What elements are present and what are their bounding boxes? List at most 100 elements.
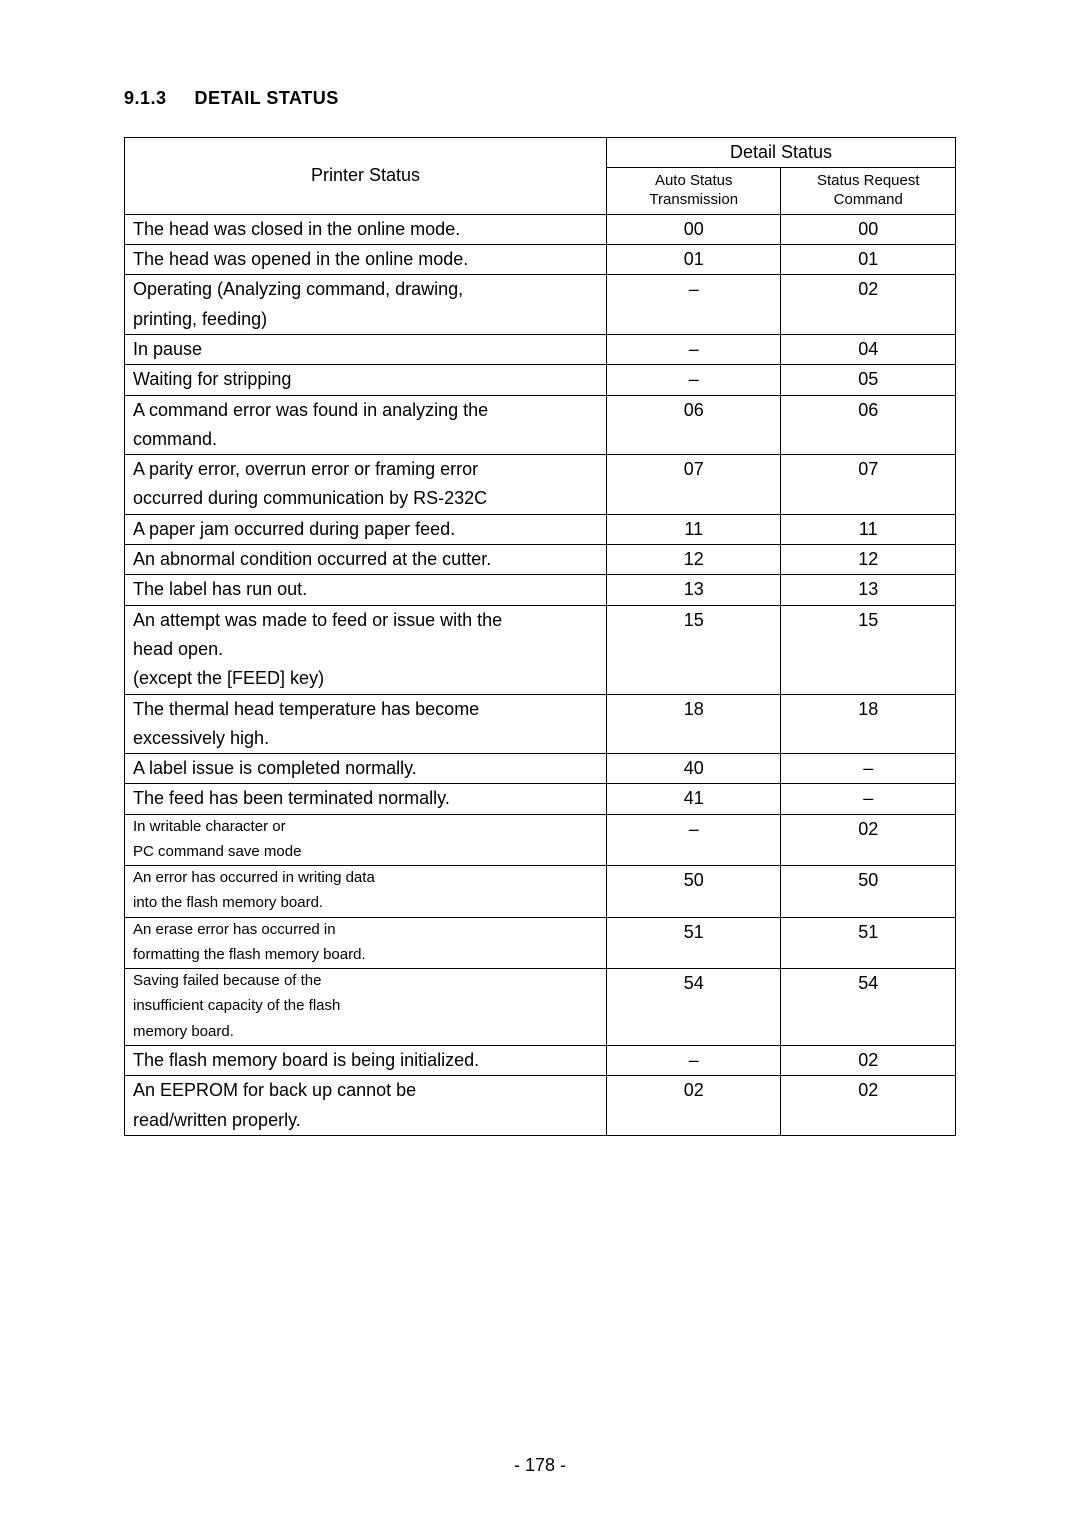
cell-status-request: – — [781, 784, 956, 814]
table-row: The label has run out.1313 — [125, 575, 956, 605]
detail-status-table: Printer Status Detail Status Auto Status… — [124, 137, 956, 1136]
cell-auto-status: 11 — [606, 514, 781, 544]
cell-printer-status: The label has run out. — [125, 575, 607, 605]
table-row: An attempt was made to feed or issue wit… — [125, 605, 956, 635]
cell-printer-status: The head was closed in the online mode. — [125, 214, 607, 244]
table-row: In pause–04 — [125, 334, 956, 364]
cell-printer-status: The head was opened in the online mode. — [125, 245, 607, 275]
cell-printer-status: An attempt was made to feed or issue wit… — [125, 605, 607, 635]
cell-auto-status: 18 — [606, 694, 781, 754]
cell-printer-status: excessively high. — [125, 724, 607, 754]
cell-auto-status: 41 — [606, 784, 781, 814]
cell-auto-status: 00 — [606, 214, 781, 244]
cell-printer-status: occurred during communication by RS-232C — [125, 484, 607, 514]
table-header-row: Printer Status Detail Status — [125, 138, 956, 168]
table-row: A command error was found in analyzing t… — [125, 395, 956, 425]
cell-printer-status: The flash memory board is being initiali… — [125, 1045, 607, 1075]
section-title: DETAIL STATUS — [195, 88, 339, 108]
cell-printer-status: In pause — [125, 334, 607, 364]
table-row: Operating (Analyzing command, drawing,–0… — [125, 275, 956, 305]
table-row: A parity error, overrun error or framing… — [125, 455, 956, 485]
cell-status-request: 05 — [781, 365, 956, 395]
cell-printer-status: An erase error has occurred in — [125, 917, 607, 943]
cell-printer-status: An error has occurred in writing data — [125, 866, 607, 892]
cell-status-request: 02 — [781, 1045, 956, 1075]
cell-printer-status: read/written properly. — [125, 1106, 607, 1136]
cell-status-request: 54 — [781, 969, 956, 1046]
table-row: An erase error has occurred in5151 — [125, 917, 956, 943]
cell-status-request: 01 — [781, 245, 956, 275]
page-content: 9.1.3 DETAIL STATUS Printer Status Detail… — [0, 0, 1080, 1136]
cell-auto-status: 06 — [606, 395, 781, 455]
cell-auto-status: 54 — [606, 969, 781, 1046]
cell-printer-status: Waiting for stripping — [125, 365, 607, 395]
cell-auto-status: – — [606, 334, 781, 364]
table-row: An abnormal condition occurred at the cu… — [125, 545, 956, 575]
cell-auto-status: 12 — [606, 545, 781, 575]
cell-status-request: 07 — [781, 455, 956, 515]
cell-printer-status: A command error was found in analyzing t… — [125, 395, 607, 425]
cell-printer-status: Saving failed because of the — [125, 969, 607, 995]
table-row: The feed has been terminated normally.41… — [125, 784, 956, 814]
col-header-request: Status RequestCommand — [781, 168, 956, 215]
cell-status-request: 50 — [781, 866, 956, 918]
cell-status-request: 06 — [781, 395, 956, 455]
cell-auto-status: 50 — [606, 866, 781, 918]
page-number: - 178 - — [0, 1455, 1080, 1476]
cell-auto-status: – — [606, 275, 781, 335]
cell-printer-status: The feed has been terminated normally. — [125, 784, 607, 814]
cell-printer-status: insufficient capacity of the flash — [125, 994, 607, 1019]
cell-printer-status: printing, feeding) — [125, 305, 607, 335]
col-header-printer-status: Printer Status — [125, 138, 607, 215]
cell-printer-status: A paper jam occurred during paper feed. — [125, 514, 607, 544]
table-row: The flash memory board is being initiali… — [125, 1045, 956, 1075]
col-header-detail-status: Detail Status — [606, 138, 955, 168]
table-row: A paper jam occurred during paper feed.1… — [125, 514, 956, 544]
cell-printer-status: A parity error, overrun error or framing… — [125, 455, 607, 485]
cell-printer-status: command. — [125, 425, 607, 455]
table-row: The head was opened in the online mode.0… — [125, 245, 956, 275]
cell-printer-status: head open. — [125, 635, 607, 664]
cell-status-request: 51 — [781, 917, 956, 969]
cell-auto-status: 40 — [606, 754, 781, 784]
cell-printer-status: In writable character or — [125, 814, 607, 840]
table-row: Waiting for stripping–05 — [125, 365, 956, 395]
cell-status-request: 12 — [781, 545, 956, 575]
table-row: An error has occurred in writing data505… — [125, 866, 956, 892]
table-row: Saving failed because of the5454 — [125, 969, 956, 995]
table-row: The thermal head temperature has become1… — [125, 694, 956, 724]
section-number: 9.1.3 — [124, 88, 167, 109]
cell-printer-status: formatting the flash memory board. — [125, 943, 607, 969]
cell-status-request: 02 — [781, 814, 956, 866]
cell-auto-status: – — [606, 814, 781, 866]
cell-printer-status: An abnormal condition occurred at the cu… — [125, 545, 607, 575]
cell-auto-status: 02 — [606, 1076, 781, 1136]
table-row: The head was closed in the online mode.0… — [125, 214, 956, 244]
cell-printer-status: PC command save mode — [125, 840, 607, 866]
cell-printer-status: An EEPROM for back up cannot be — [125, 1076, 607, 1106]
cell-status-request: 18 — [781, 694, 956, 754]
table-row: In writable character or–02 — [125, 814, 956, 840]
cell-auto-status: 13 — [606, 575, 781, 605]
cell-auto-status: – — [606, 365, 781, 395]
cell-status-request: 13 — [781, 575, 956, 605]
cell-status-request: 02 — [781, 275, 956, 335]
cell-printer-status: Operating (Analyzing command, drawing, — [125, 275, 607, 305]
section-heading: 9.1.3 DETAIL STATUS — [124, 88, 956, 109]
table-row: An EEPROM for back up cannot be0202 — [125, 1076, 956, 1106]
cell-auto-status: 01 — [606, 245, 781, 275]
cell-auto-status: 07 — [606, 455, 781, 515]
cell-auto-status: 15 — [606, 605, 781, 694]
cell-status-request: 02 — [781, 1076, 956, 1136]
table-row: A label issue is completed normally.40– — [125, 754, 956, 784]
col-header-auto: Auto StatusTransmission — [606, 168, 781, 215]
cell-status-request: – — [781, 754, 956, 784]
cell-printer-status: A label issue is completed normally. — [125, 754, 607, 784]
cell-status-request: 04 — [781, 334, 956, 364]
cell-status-request: 11 — [781, 514, 956, 544]
cell-status-request: 15 — [781, 605, 956, 694]
cell-status-request: 00 — [781, 214, 956, 244]
cell-printer-status: memory board. — [125, 1020, 607, 1046]
cell-auto-status: – — [606, 1045, 781, 1075]
cell-auto-status: 51 — [606, 917, 781, 969]
